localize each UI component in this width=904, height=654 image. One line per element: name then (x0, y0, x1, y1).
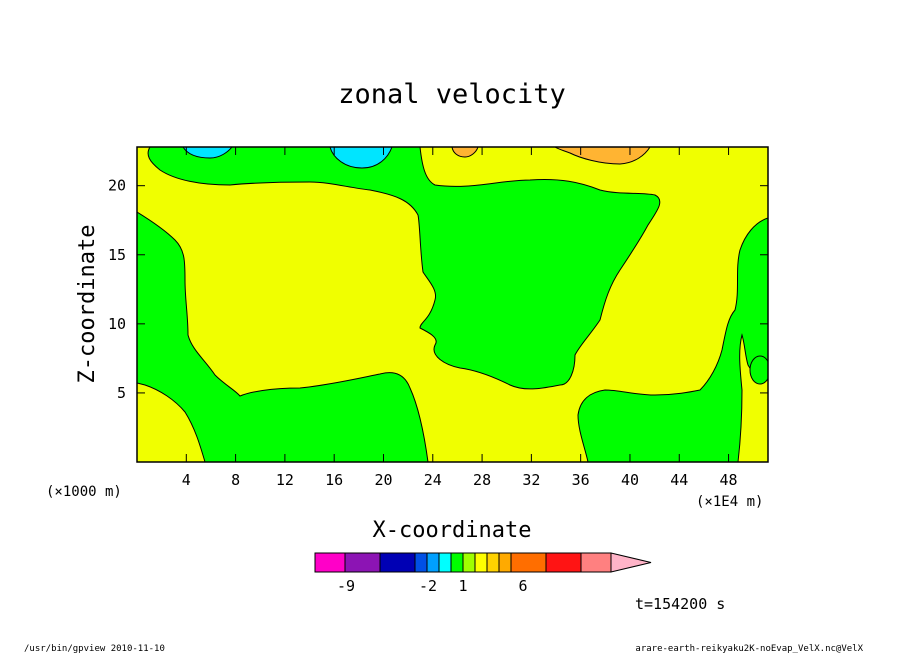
colorbar-box (314, 552, 346, 573)
colorbar-tick-label: -2 (419, 577, 437, 595)
x-tick-label: 32 (522, 471, 540, 489)
colorbar-tick-label: 1 (458, 577, 467, 595)
y-tick-label: 5 (117, 384, 126, 402)
x-tick-label: 40 (621, 471, 639, 489)
region-weak-negative-left (137, 211, 429, 462)
x-tick-label: 48 (720, 471, 738, 489)
x-axis-ticks: 4 8 12 16 20 24 28 32 36 40 44 48 (182, 147, 738, 489)
region-negative-strong-2 (329, 147, 393, 169)
colorbar-box (510, 552, 547, 573)
colorbar-box (344, 552, 381, 573)
x-tick-label: 16 (325, 471, 343, 489)
x-axis-label: X-coordinate (373, 518, 532, 543)
colorbar-box (426, 552, 440, 573)
colorbar (314, 552, 652, 573)
region-weak-negative-top (147, 147, 661, 390)
region-positive-moderate-1 (451, 147, 479, 158)
y-axis-label: Z-coordinate (75, 225, 100, 384)
colorbar-box (545, 552, 582, 573)
colorbar-box (580, 552, 612, 573)
colorbar-box (486, 552, 500, 573)
region-weak-negative-island (749, 355, 768, 385)
colorbar-box (462, 552, 476, 573)
colorbar-labels: -9 -2 1 6 (337, 577, 528, 595)
time-label: t=154200 s (635, 595, 725, 613)
x-tick-label: 44 (670, 471, 688, 489)
colorbar-box (474, 552, 488, 573)
footer-left: /usr/bin/gpview 2010-11-10 (24, 644, 165, 654)
chart-title: zonal velocity (338, 79, 566, 110)
y-tick-label: 10 (108, 315, 126, 333)
region-positive-moderate-2 (554, 147, 651, 165)
footer-right: arare-earth-reikyaku2K-noEvap_VelX.nc@Ve… (635, 644, 863, 654)
colorbar-extension-arrow (610, 552, 652, 573)
x-tick-label: 36 (572, 471, 590, 489)
x-unit-left: (×1000 m) (46, 484, 122, 500)
colorbar-tick-label: -9 (337, 577, 355, 595)
colorbar-box (414, 552, 428, 573)
plot-frame (136, 146, 769, 463)
region-weak-negative-right (577, 217, 768, 462)
y-tick-label: 15 (108, 246, 126, 264)
x-tick-label: 24 (424, 471, 442, 489)
colorbar-box (450, 552, 464, 573)
colorbar-tick-label: 6 (518, 577, 527, 595)
x-tick-label: 12 (276, 471, 294, 489)
x-tick-label: 20 (374, 471, 392, 489)
x-tick-label: 28 (473, 471, 491, 489)
colorbar-box (379, 552, 416, 573)
colorbar-box (438, 552, 452, 573)
x-tick-label: 8 (231, 471, 240, 489)
y-tick-label: 20 (108, 177, 126, 195)
colorbar-box (498, 552, 512, 573)
x-unit-right: (×1E4 m) (696, 494, 763, 510)
region-negative-strong-1 (182, 147, 233, 159)
y-axis-ticks: 5 10 15 20 (108, 177, 768, 402)
x-tick-label: 4 (182, 471, 191, 489)
